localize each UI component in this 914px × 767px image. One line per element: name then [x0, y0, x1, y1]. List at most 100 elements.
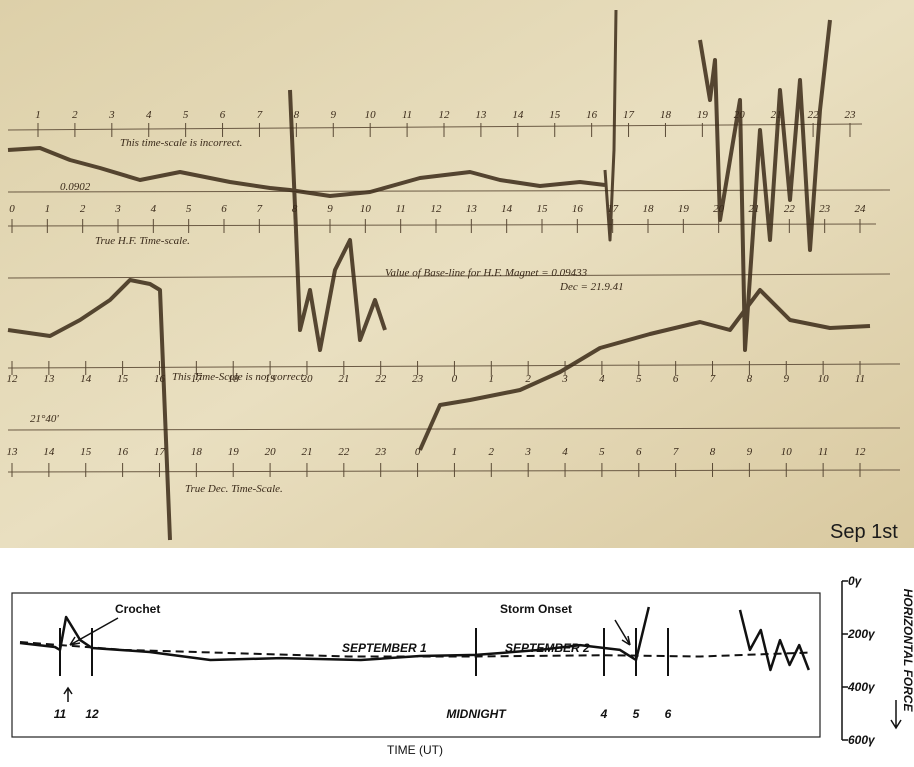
scale-label: 14: [501, 203, 513, 215]
scale-label: 20: [265, 446, 277, 458]
scale-label: 13: [466, 203, 478, 215]
scale-label: 18: [660, 109, 672, 121]
y-tick-label: 200γ: [847, 627, 876, 641]
scale-label: 8: [710, 446, 716, 458]
y-axis-label: HORIZONTAL FORCE: [901, 589, 914, 713]
scale-lines: [7, 123, 901, 473]
scale-label: 3: [108, 109, 115, 121]
magnetogram-photo: 1 2 3 4 5 6 7 8 9 10 11 12 13 14 15 16 17 18 19 20 21 22 230 1 2…: [0, 0, 914, 548]
scale-label: 9: [784, 373, 790, 385]
scale-label: 13: [7, 446, 19, 458]
scale-label: 6: [221, 203, 227, 215]
scale-label: 3: [114, 203, 121, 215]
scale-label: 7: [257, 203, 263, 215]
scale-label: 1: [35, 109, 41, 121]
scale-label: 22: [338, 446, 350, 458]
note: Value of Base-line for H.F. Magnet = 0.0…: [385, 267, 588, 279]
scale-label: 10: [365, 109, 377, 121]
scale-label: 1: [45, 203, 51, 215]
y-tick-label: 400γ: [847, 680, 876, 694]
scale-label: 17: [607, 203, 619, 215]
scale-label: 20: [301, 373, 313, 385]
note: Dec = 21.9.41: [559, 281, 624, 293]
x-axis-label: TIME (UT): [387, 743, 443, 757]
scale-label: 2: [489, 446, 495, 458]
scale-label: 11: [855, 373, 865, 385]
x-tick-label: 11: [54, 707, 67, 721]
traces: [7, 9, 871, 541]
scale-label: 17: [191, 373, 203, 385]
scale-label: 5: [183, 109, 189, 121]
y-tick-label: 600γ: [848, 733, 876, 747]
note: This Time-Scale is not correct.: [172, 371, 306, 383]
scale-label: 15: [549, 109, 561, 121]
scale-label: 13: [43, 373, 55, 385]
scale-label: 9: [331, 109, 337, 121]
scale-label: 12: [855, 446, 867, 458]
scale-label: 3: [561, 373, 568, 385]
scale-label: 8: [294, 109, 300, 121]
scale-label: 23: [819, 203, 831, 215]
scale-label: 16: [586, 109, 598, 121]
y-tick-label: 0γ: [848, 574, 863, 588]
scale-label: 6: [636, 446, 642, 458]
note: True H.F. Time-scale.: [95, 235, 190, 247]
scale-label: 20: [734, 109, 746, 121]
note: True Dec. Time-Scale.: [185, 483, 283, 495]
scale-label: 5: [636, 373, 642, 385]
x-tick-label: 5: [633, 707, 640, 721]
scale-label: 14: [512, 109, 524, 121]
plot-frame: [11, 592, 821, 738]
annotation: Crochet: [115, 602, 160, 616]
scale-label: 21: [301, 446, 312, 458]
scale-label: 21: [338, 373, 349, 385]
scale-label: 22: [808, 109, 820, 121]
paper: [0, 0, 914, 548]
scale-label: 11: [396, 203, 406, 215]
scale-label: 16: [572, 203, 584, 215]
scale-label: 16: [117, 446, 129, 458]
scale-label: 19: [265, 373, 277, 385]
scale-label: 4: [146, 109, 152, 121]
scale-label: 0: [452, 373, 458, 385]
arrow: [890, 700, 902, 730]
scale-label: 14: [43, 446, 55, 458]
scale-label: 2: [525, 373, 531, 385]
scale-label: 22: [784, 203, 796, 215]
scale-label: 23: [845, 109, 857, 121]
scale-label: 18: [643, 203, 655, 215]
scale-label: 6: [220, 109, 226, 121]
scale-label: 2: [72, 109, 78, 121]
scale-label: 15: [80, 446, 92, 458]
scale-label: 1: [489, 373, 495, 385]
scale-label: 2: [80, 203, 86, 215]
scale-label: 17: [623, 109, 635, 121]
scale-label: 15: [537, 203, 549, 215]
scale-label: 7: [673, 446, 679, 458]
x-tick-label: 4: [600, 707, 608, 721]
scale-label: 10: [781, 446, 793, 458]
scale-label: 22: [375, 373, 387, 385]
scale-label: 5: [186, 203, 192, 215]
scale-label: 10: [360, 203, 372, 215]
value: 0.0902: [60, 181, 91, 193]
note: This time-scale is incorrect.: [120, 137, 242, 149]
scale-label: 23: [412, 373, 424, 385]
scale-label: 21: [749, 203, 760, 215]
scale-label: 15: [117, 373, 129, 385]
x-tick-label: 12: [85, 707, 99, 721]
scale-label: 9: [327, 203, 333, 215]
scale-label: 7: [257, 109, 263, 121]
scale-label: 10: [818, 373, 830, 385]
scale-label: 4: [599, 373, 605, 385]
scale-label: 8: [292, 203, 298, 215]
series-line: [19, 606, 810, 672]
scale-label: 0: [9, 203, 15, 215]
scale-label: 12: [439, 109, 451, 121]
scale-label: 17: [154, 446, 166, 458]
scale-label: 19: [697, 109, 709, 121]
arrow: [614, 619, 631, 646]
scale-label: 9: [747, 446, 753, 458]
scale-label: 12: [7, 373, 19, 385]
